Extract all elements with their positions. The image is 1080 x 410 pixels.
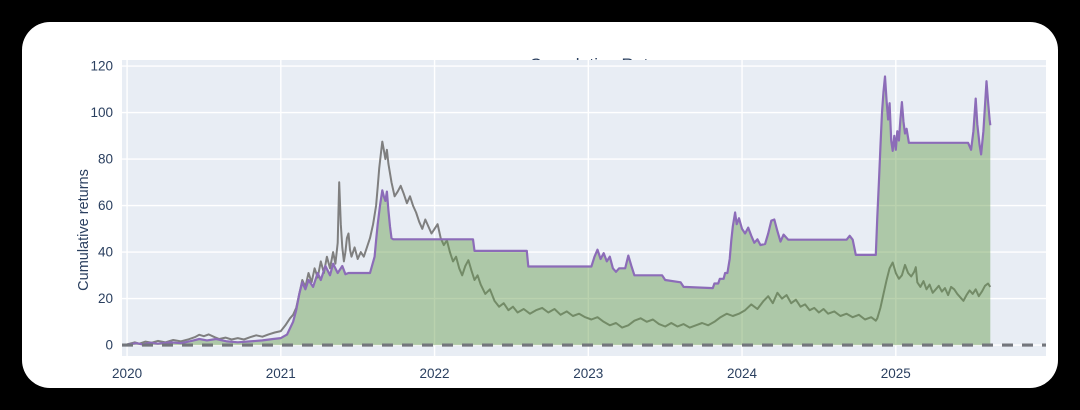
y-tick-label: 0 — [105, 338, 113, 353]
series-underlying-returns-line — [126, 140, 992, 346]
y-tick-label: 20 — [98, 291, 113, 306]
series-strategy-returns-line — [126, 75, 992, 346]
y-tick-label: 40 — [98, 245, 113, 260]
y-tick-label: 80 — [98, 152, 113, 167]
x-tick-label: 2023 — [573, 366, 603, 381]
x-tick-label: 2020 — [112, 366, 142, 381]
x-tick-label: 2024 — [727, 366, 758, 381]
x-tick-label: 2021 — [266, 366, 296, 381]
x-tick-label: 2022 — [420, 366, 450, 381]
y-tick-label: 60 — [98, 198, 113, 213]
plot-area[interactable] — [122, 60, 1046, 356]
strategy-area-fill — [127, 76, 991, 346]
y-tick-label: 100 — [90, 105, 113, 120]
y-tick-label: 120 — [90, 59, 113, 74]
x-tick-label: 2025 — [881, 366, 911, 381]
